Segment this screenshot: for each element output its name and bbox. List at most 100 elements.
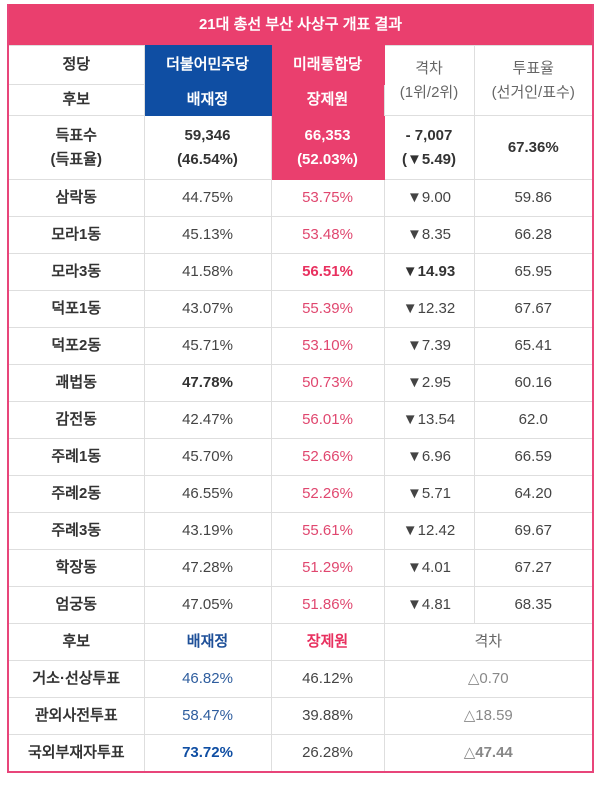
special-gap-label: 격차	[383, 623, 592, 661]
party-row: 정당 더불어민주당 미래통합당 격차 (1위/2위) 투표율 (선거인/표수)	[9, 45, 592, 116]
party-label: 정당	[9, 45, 145, 85]
district-row: 주례1동 45.70% 52.66% ▼6.96 66.59	[9, 438, 592, 476]
gap-value: ▼2.95	[383, 364, 475, 402]
candidate-b-share: 53.75%	[270, 179, 385, 217]
special-vote-type: 관외사전투표	[9, 697, 145, 735]
turnout-value: 64.20	[473, 475, 592, 513]
special-gap-value: △0.70	[383, 660, 592, 698]
district-row: 덕포1동 43.07% 55.39% ▼12.32 67.67	[9, 290, 592, 328]
special-a-share: 46.82%	[143, 660, 272, 698]
candidate-label: 후보	[9, 84, 145, 116]
district-row: 주례2동 46.55% 52.26% ▼5.71 64.20	[9, 475, 592, 513]
turnout-header: 투표율 (선거인/표수)	[473, 45, 592, 116]
district-row: 감전동 42.47% 56.01% ▼13.54 62.0	[9, 401, 592, 439]
candidate-b-share: 53.10%	[270, 327, 385, 365]
candidate-b-name: 장제원	[270, 84, 384, 116]
a-votes: 59,346	[184, 127, 231, 145]
district-row: 엄궁동 47.05% 51.86% ▼4.81 68.35	[9, 586, 592, 624]
candidate-b-share: 55.39%	[270, 290, 385, 328]
special-b-share: 39.88%	[270, 697, 385, 735]
turnout-value: 65.95	[473, 253, 592, 291]
gap-header: 격차 (1위/2위)	[383, 45, 475, 116]
special-vote-row: 관외사전투표 58.47% 39.88% △18.59	[9, 697, 592, 735]
district-row: 괘법동 47.78% 50.73% ▼2.95 60.16	[9, 364, 592, 402]
totals-candidate-b: 66,353 (52.03%)	[270, 115, 385, 180]
candidate-b-share: 52.66%	[270, 438, 385, 476]
totals-gap: - 7,007 (▼5.49)	[383, 115, 475, 180]
election-results-table-container: 21대 총선 부산 사상구 개표 결과 정당 더불어민주당 미래통합당 격차 (…	[7, 4, 594, 773]
title-row: 21대 총선 부산 사상구 개표 결과	[9, 4, 592, 46]
candidate-b-share: 50.73%	[270, 364, 385, 402]
special-candidate-label: 후보	[9, 623, 145, 661]
turnout-value: 60.16	[473, 364, 592, 402]
gap-value: ▼12.32	[383, 290, 475, 328]
special-a-share: 58.47%	[143, 697, 272, 735]
gap-value: ▼8.35	[383, 216, 475, 254]
turnout-value: 68.35	[473, 586, 592, 624]
district-row: 모라3동 41.58% 56.51% ▼14.93 65.95	[9, 253, 592, 291]
district-row: 학장동 47.28% 51.29% ▼4.01 67.27	[9, 549, 592, 587]
district-name: 주례1동	[9, 438, 145, 476]
district-name: 괘법동	[9, 364, 145, 402]
table-title: 21대 총선 부산 사상구 개표 결과	[9, 4, 592, 46]
totals-turnout: 67.36%	[473, 115, 592, 180]
candidate-a-share: 43.07%	[143, 290, 272, 328]
special-candidate-b: 장제원	[270, 623, 385, 661]
candidate-a-share: 47.78%	[143, 364, 272, 402]
district-name: 덕포2동	[9, 327, 145, 365]
turnout-value: 62.0	[473, 401, 592, 439]
turnout-value: 67.67	[473, 290, 592, 328]
totals-candidate-a: 59,346 (46.54%)	[143, 115, 272, 180]
turnout-value: 59.86	[473, 179, 592, 217]
turnout-header-line2: (선거인/표수)	[491, 83, 575, 101]
district-name: 엄궁동	[9, 586, 145, 624]
special-header-row: 후보 배재정 장제원 격차	[9, 623, 592, 661]
a-pct: (46.54%)	[177, 150, 238, 168]
totals-label-line1: 득표수	[55, 127, 97, 145]
special-vote-type: 거소·선상투표	[9, 660, 145, 698]
gap-pct: (▼5.49)	[401, 150, 457, 168]
candidate-a-share: 47.05%	[143, 586, 272, 624]
district-row: 주례3동 43.19% 55.61% ▼12.42 69.67	[9, 512, 592, 550]
special-b-share: 26.28%	[270, 734, 385, 771]
gap-header-line2: (1위/2위)	[399, 83, 459, 101]
candidate-a-share: 46.55%	[143, 475, 272, 513]
candidate-a-share: 44.75%	[143, 179, 272, 217]
candidate-a-share: 45.70%	[143, 438, 272, 476]
district-row: 덕포2동 45.71% 53.10% ▼7.39 65.41	[9, 327, 592, 365]
election-results-table: 21대 총선 부산 사상구 개표 결과 정당 더불어민주당 미래통합당 격차 (…	[9, 4, 592, 771]
turnout-value: 67.27	[473, 549, 592, 587]
b-pct: (52.03%)	[297, 150, 358, 168]
candidate-b-share: 53.48%	[270, 216, 385, 254]
gap-value: ▼9.00	[383, 179, 475, 217]
district-name: 주례3동	[9, 512, 145, 550]
special-candidate-a: 배재정	[143, 623, 272, 661]
party-a-name: 더불어민주당	[143, 45, 272, 85]
candidate-a-share: 45.71%	[143, 327, 272, 365]
turnout-value: 66.28	[473, 216, 592, 254]
gap-header-line1: 격차	[415, 60, 443, 78]
candidate-a-share: 41.58%	[143, 253, 272, 291]
candidate-a-share: 45.13%	[143, 216, 272, 254]
candidate-b-share: 56.01%	[270, 401, 385, 439]
gap-value: ▼14.93	[383, 253, 475, 291]
turnout-value: 65.41	[473, 327, 592, 365]
turnout-value: 69.67	[473, 512, 592, 550]
candidate-a-share: 47.28%	[143, 549, 272, 587]
special-vote-type: 국외부재자투표	[9, 734, 145, 771]
turnout-header-line1: 투표율	[512, 60, 554, 78]
gap-value: ▼13.54	[383, 401, 475, 439]
gap-value: ▼6.96	[383, 438, 475, 476]
special-gap-value: △18.59	[383, 697, 592, 735]
special-vote-row: 국외부재자투표 73.72% 26.28% △47.44	[9, 734, 592, 771]
candidate-b-share: 55.61%	[270, 512, 385, 550]
candidate-a-share: 43.19%	[143, 512, 272, 550]
special-b-share: 46.12%	[270, 660, 385, 698]
special-a-share: 73.72%	[143, 734, 272, 771]
party-b-name: 미래통합당	[270, 45, 385, 85]
totals-label-line2: (득표율)	[50, 150, 102, 168]
special-gap-value: △47.44	[383, 734, 592, 771]
totals-label: 득표수 (득표율)	[9, 115, 145, 180]
gap-value: ▼4.81	[383, 586, 475, 624]
candidate-b-share: 51.29%	[270, 549, 385, 587]
